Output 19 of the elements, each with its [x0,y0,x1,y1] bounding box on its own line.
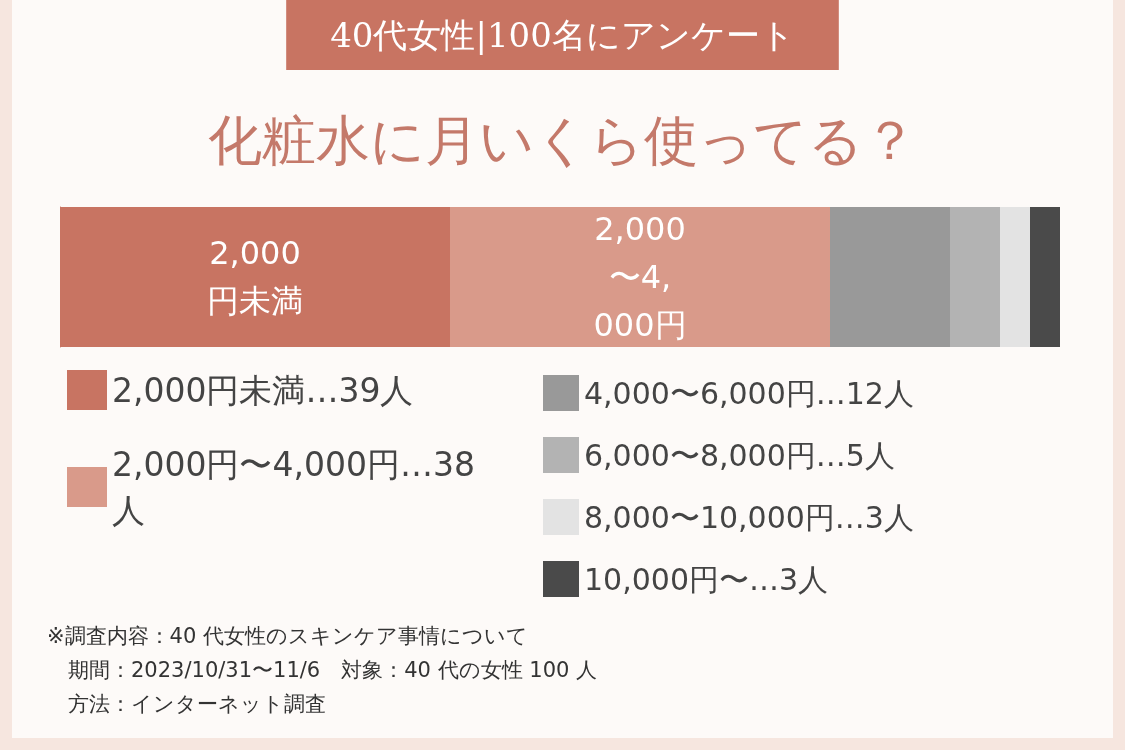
legend-label: 10,000円〜…3人 [584,561,829,597]
legend-label: 2,000円未満…39人 [112,370,414,410]
text: ※調査内容：40 代女性のスキンケア事情について [47,623,528,648]
chart-subtitle: 40代女性|100名にアンケート [330,15,795,55]
text: 方法：インターネット調査 [47,691,326,716]
annotation: 2,000〜4,000円 [593,210,687,344]
bar [950,207,1000,347]
annotation: 2,000円未満 [207,234,303,320]
bar [830,207,950,347]
text: 期間：2023/10/31〜11/6 対象：40 代の女性 100 人 [47,657,598,682]
bar [60,207,450,347]
chart-title: 化粧水に月いくら使ってる？ [208,108,917,172]
bar [450,207,830,347]
legend-label: 8,000〜10,000円…3人 [584,499,914,535]
bar [1030,207,1060,347]
bar [1000,207,1030,347]
legend-label: 6,000〜8,000円…5人 [584,437,895,473]
legend-label: 4,000〜6,000円…12人 [584,375,914,411]
legend-label: 2,000円〜4,000円…38人 [112,444,475,530]
